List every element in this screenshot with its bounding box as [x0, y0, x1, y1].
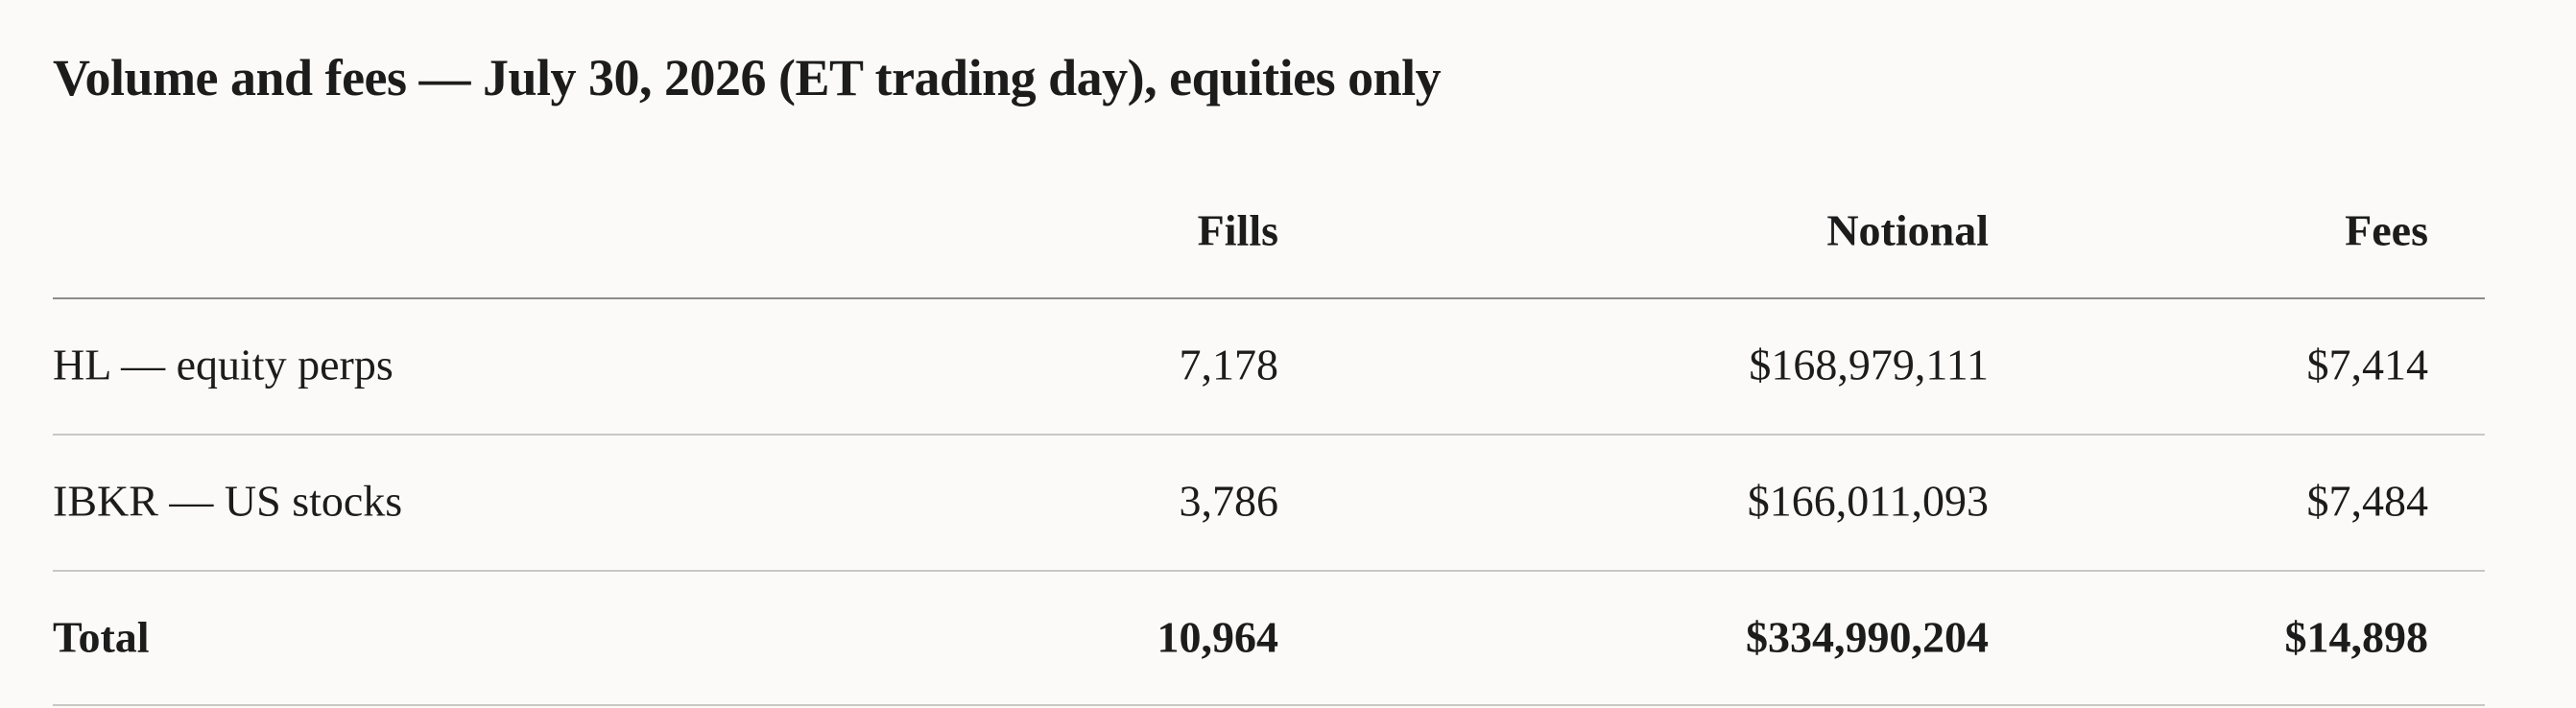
header-rule [53, 297, 2485, 299]
column-header: Fills [1197, 205, 1278, 255]
row-cell: $166,011,093 [1747, 476, 1989, 526]
column-header: Fees [2345, 205, 2428, 255]
column-header: Notional [1826, 205, 1989, 255]
row-label: IBKR — US stocks [53, 476, 403, 526]
total-cell: $334,990,204 [1746, 612, 1989, 662]
row-rule [53, 570, 2485, 572]
table-title: Volume and fees — July 30, 2026 (ET trad… [53, 49, 1442, 106]
total-cell: $14,898 [2284, 612, 2429, 662]
row-cell: $7,414 [2306, 340, 2429, 389]
row-cell: $7,484 [2306, 476, 2429, 526]
row-label: HL — equity perps [53, 340, 394, 389]
row-cell: 7,178 [1179, 340, 1279, 389]
row-cell: $168,979,111 [1749, 340, 1989, 389]
total-cell: 10,964 [1157, 612, 1279, 662]
total-rule [53, 704, 2485, 706]
row-cell: 3,786 [1179, 476, 1279, 526]
row-rule [53, 434, 2485, 436]
total-label: Total [53, 612, 150, 662]
